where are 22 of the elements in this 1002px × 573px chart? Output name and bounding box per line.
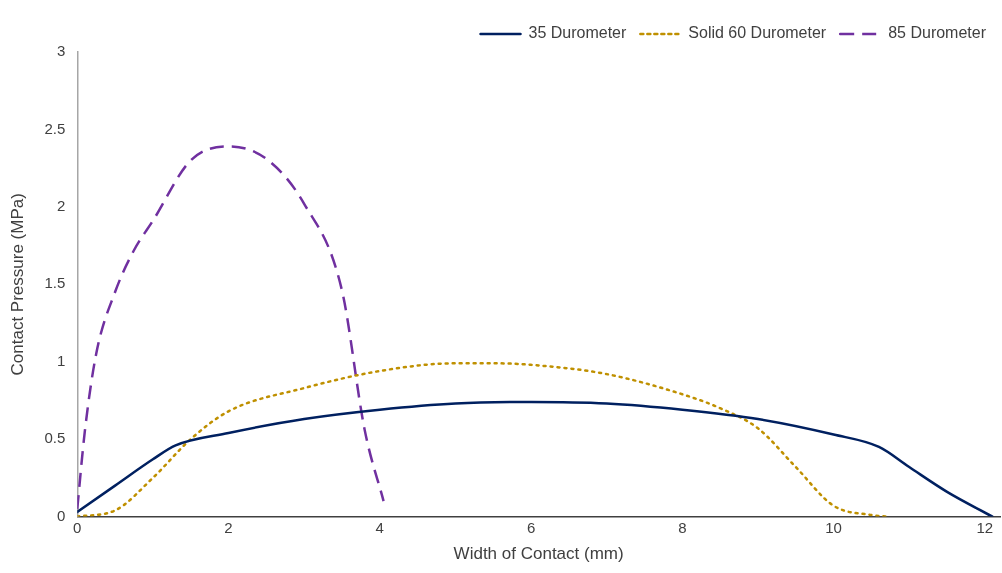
legend-label: 85 Durometer <box>888 24 987 42</box>
y-tick-label: 2.5 <box>44 119 66 137</box>
legend-label: 35 Durometer <box>528 24 628 42</box>
x-tick-label: 0 <box>73 518 82 536</box>
y-tick-label: 1.5 <box>44 274 66 292</box>
y-tick-label: 0.5 <box>44 429 66 447</box>
y-tick-label: 2 <box>56 197 66 215</box>
x-tick-label: 8 <box>678 518 687 536</box>
y-axis-title: Contact Pressure (MPa) <box>7 193 27 376</box>
x-tick-label: 10 <box>825 518 842 536</box>
line-series <box>77 362 888 517</box>
x-tick-label: 6 <box>526 518 536 536</box>
line-series <box>77 145 385 511</box>
x-tick-label: 2 <box>224 518 233 536</box>
line-series <box>77 400 994 517</box>
x-tick-label: 4 <box>375 518 384 536</box>
x-axis-title: Width of Contact (mm) <box>453 544 624 564</box>
x-tick-label: 12 <box>976 518 994 536</box>
y-tick-label: 3 <box>56 42 66 60</box>
legend-label: Solid 60 Durometer <box>688 24 827 42</box>
y-tick-label: 0 <box>56 506 66 524</box>
y-tick-label: 1 <box>56 351 66 369</box>
